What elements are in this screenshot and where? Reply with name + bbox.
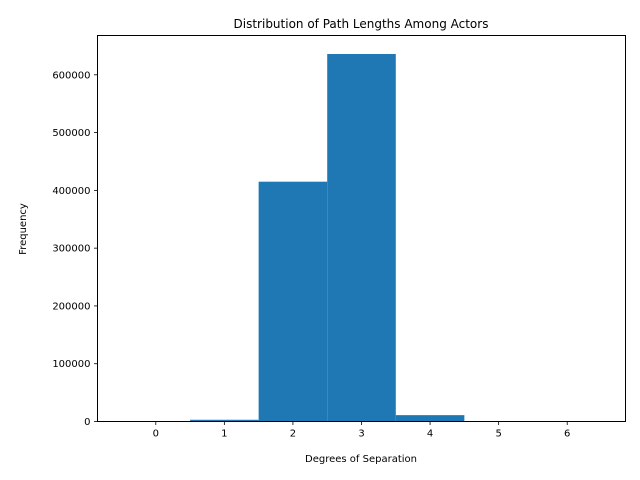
x-tick-label: 0 (153, 429, 159, 440)
x-axis-label: Degrees of Separation (305, 454, 417, 465)
y-tick-label: 300000 (52, 244, 90, 255)
x-tick-label: 6 (564, 429, 570, 440)
histogram-bar-4 (395, 415, 465, 422)
y-tick-label: 500000 (52, 128, 90, 139)
chart-title: Distribution of Path Lengths Among Actor… (234, 17, 489, 31)
x-tick-label: 5 (495, 429, 501, 440)
y-tick-label: 600000 (52, 70, 90, 81)
bars-group (190, 53, 465, 422)
x-tick-label: 1 (221, 429, 227, 440)
y-tick-label: 0 (84, 417, 90, 428)
y-tick-label: 400000 (52, 186, 90, 197)
y-axis-ticks: 0 100000 200000 300000 400000 500000 600000 (52, 70, 98, 428)
y-tick-label: 100000 (52, 359, 90, 370)
y-tick-label: 200000 (52, 301, 90, 312)
x-tick-label: 3 (358, 429, 364, 440)
histogram-bar-1 (190, 419, 259, 422)
y-axis-label: Frequency (18, 203, 29, 255)
x-tick-label: 4 (427, 429, 433, 440)
x-axis-ticks: 0 1 2 3 4 5 6 (153, 421, 570, 440)
histogram-bar-2 (258, 181, 328, 422)
plot-frame (97, 35, 626, 422)
x-tick-label: 2 (290, 429, 296, 440)
histogram-bar-3 (327, 53, 396, 422)
